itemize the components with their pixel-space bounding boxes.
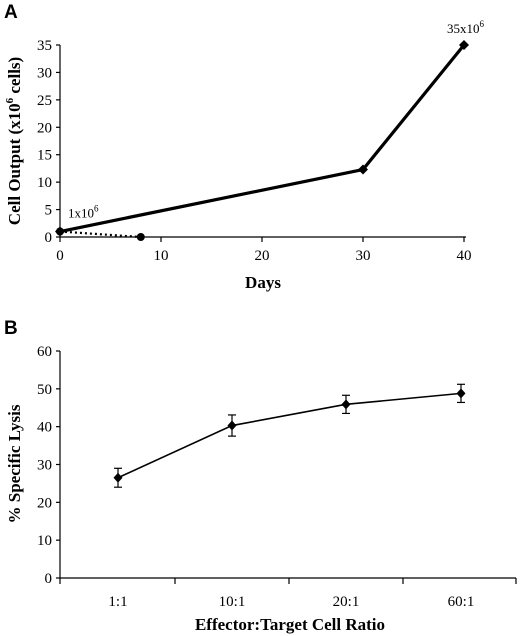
panel-a-y-label-exp: 6 bbox=[4, 97, 16, 103]
panel-a-y-tick-label: 10 bbox=[37, 175, 52, 191]
panel-a-y-tick-label: 0 bbox=[45, 230, 53, 246]
panel-a-x-tick-label: 0 bbox=[56, 248, 64, 264]
panel-a-y-label: Cell Output (x106 cells) bbox=[4, 57, 24, 225]
panel-a-point bbox=[136, 233, 145, 241]
panel-a-letter: A bbox=[4, 2, 18, 23]
panel-b-x-tick-label: 1:1 bbox=[108, 594, 127, 610]
panel-b-letter: B bbox=[4, 318, 18, 339]
panel-a-annotations: 1x106 35x106 bbox=[68, 19, 485, 221]
panel-b-y-tick-label: 60 bbox=[37, 344, 52, 360]
panel-b-series-line bbox=[117, 392, 462, 479]
panel-b-point bbox=[227, 420, 237, 431]
panel-a-point bbox=[459, 40, 469, 50]
panel-a-y-tick-label: 15 bbox=[37, 148, 52, 164]
panel-b-x-tick-label: 20:1 bbox=[333, 594, 360, 610]
panel-a-series bbox=[55, 40, 469, 241]
panel-b-y-tick-label: 40 bbox=[37, 420, 52, 436]
panel-a-series-line bbox=[59, 230, 141, 239]
panel-b-series bbox=[113, 383, 466, 488]
panel-a-point bbox=[56, 227, 64, 236]
panel-a-y-tick-label: 35 bbox=[37, 38, 52, 54]
panel-a-y-tick-label: 30 bbox=[37, 65, 52, 81]
panel-b-x-tick-label: 60:1 bbox=[448, 594, 475, 610]
panel-b-y-tick-label: 0 bbox=[45, 571, 53, 587]
panel-b-y-ticks: 0 10 20 30 40 50 60 bbox=[37, 344, 60, 587]
panel-b-y-tick-label: 10 bbox=[37, 533, 52, 549]
panel-b-x-ticks: 1:1 10:1 20:1 60:1 bbox=[59, 578, 517, 610]
panel-b-y-tick-label: 50 bbox=[37, 382, 52, 398]
panel-a-x-label: Days bbox=[245, 273, 281, 292]
panel-a-point bbox=[358, 164, 368, 175]
panel-a-x-ticks: 0 10 20 30 40 bbox=[56, 237, 472, 264]
panel-b-x-label: Effector:Target Cell Ratio bbox=[195, 615, 385, 634]
panel-a-y-label-tail: cells) bbox=[5, 57, 24, 98]
panel-a-annotation: 35x106 bbox=[447, 19, 485, 36]
panel-a-x-tick-label: 10 bbox=[154, 248, 169, 264]
panel-a-y-label-base: Cell Output (x10 bbox=[5, 103, 24, 225]
panel-b-y-tick-label: 30 bbox=[37, 458, 52, 474]
panel-a-y-tick-label: 20 bbox=[37, 120, 52, 136]
panel-a-x-tick-label: 40 bbox=[457, 248, 472, 264]
panel-a: A 0 5 10 15 20 25 30 35 0 10 20 30 40 1x106 35x106 D… bbox=[4, 2, 485, 292]
panel-b: B 0 10 20 30 40 50 60 1:1 10:1 20:1 60:1 Effector… bbox=[4, 318, 517, 634]
panel-b-point bbox=[113, 472, 123, 483]
panel-a-x-tick-label: 30 bbox=[356, 248, 371, 264]
panel-a-y-tick-label: 25 bbox=[37, 93, 52, 109]
panel-a-y-ticks: 0 5 10 15 20 25 30 35 bbox=[37, 38, 60, 246]
panel-a-y-tick-label: 5 bbox=[45, 203, 53, 219]
panel-b-point bbox=[456, 388, 466, 399]
panel-b-x-tick-label: 10:1 bbox=[219, 594, 246, 610]
panel-b-y-label: % Specific Lysis bbox=[5, 404, 24, 523]
panel-b-point bbox=[341, 399, 351, 410]
panel-a-x-tick-label: 20 bbox=[255, 248, 270, 264]
panel-a-annotation: 1x106 bbox=[68, 204, 99, 221]
panel-a-series-line bbox=[59, 43, 466, 234]
panel-b-y-tick-label: 20 bbox=[37, 495, 52, 511]
